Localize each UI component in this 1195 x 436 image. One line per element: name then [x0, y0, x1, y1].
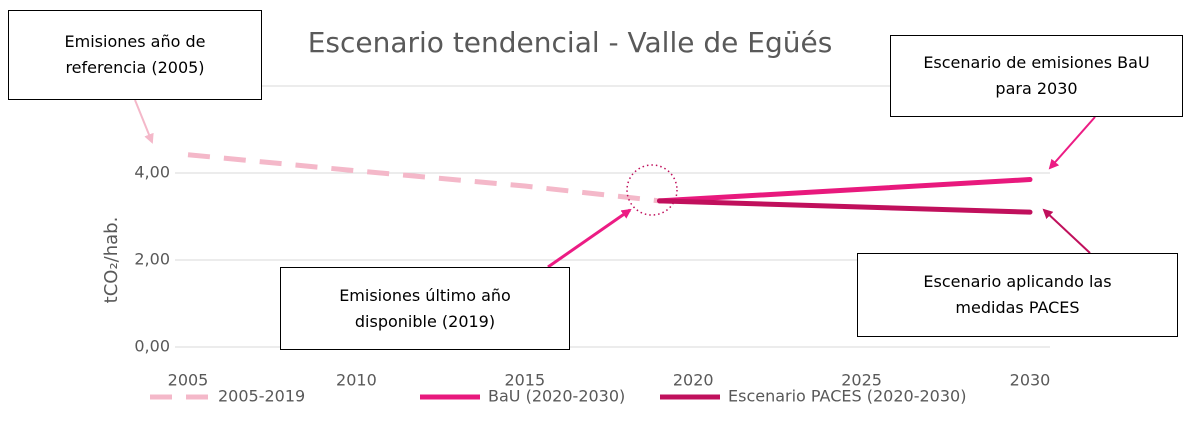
chart-title: Escenario tendencial - Valle de Egüés [308, 26, 833, 59]
y-tick-label: 4,00 [134, 163, 170, 182]
x-tick-label: 2025 [841, 371, 882, 390]
y-axis-label: tCO₂/hab. [101, 217, 122, 304]
legend-label: Escenario PACES (2020-2030) [728, 387, 966, 406]
callout: Escenario aplicando las medidas PACES [857, 253, 1178, 337]
y-tick-label: 0,00 [134, 337, 170, 356]
callout: Escenario de emisiones BaU para 2030 [890, 35, 1183, 117]
highlight-circle [626, 164, 678, 216]
legend-label: 2005-2019 [218, 387, 305, 406]
arrow [1042, 208, 1091, 254]
legend-label: BaU (2020-2030) [488, 387, 625, 406]
arrow [1048, 116, 1096, 170]
arrow [134, 99, 154, 144]
callout: Emisiones último año disponible (2019) [280, 267, 570, 350]
x-tick-label: 2020 [673, 371, 714, 390]
x-tick-label: 2015 [504, 371, 545, 390]
arrow [547, 208, 632, 269]
callout: Emisiones año de referencia (2005) [8, 10, 262, 100]
x-tick-label: 2005 [168, 371, 209, 390]
series-line [657, 198, 1033, 215]
x-tick-label: 2010 [336, 371, 377, 390]
series-line [657, 177, 1033, 204]
y-tick-label: 2,00 [134, 250, 170, 269]
x-tick-label: 2030 [1010, 371, 1051, 390]
series-line [187, 152, 660, 204]
